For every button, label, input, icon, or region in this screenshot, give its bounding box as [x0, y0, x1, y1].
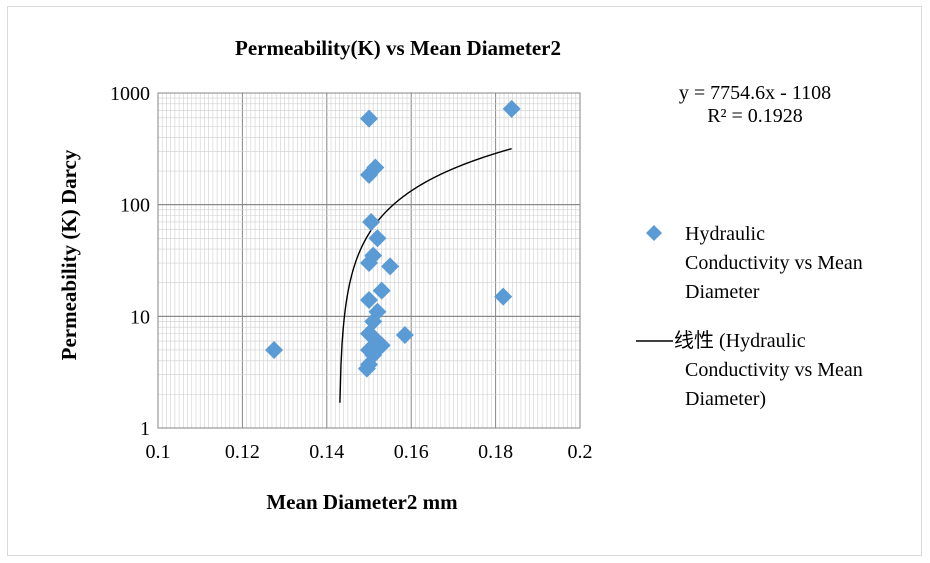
plot-area: [157, 92, 581, 429]
y-tick-label: 1000: [110, 83, 150, 105]
x-tick-label: 0.14: [309, 441, 344, 463]
data-point-diamond: [494, 287, 513, 306]
y-tick-label: 10: [130, 306, 150, 328]
data-point-diamond: [362, 212, 381, 231]
chart-frame: Permeability(K) vs Mean Diameter2 1 10 100…: [7, 6, 922, 556]
x-axis-ticks: 0.1 0.12 0.14 0.16 0.18 0.2: [146, 441, 593, 463]
x-tick-label: 0.12: [225, 441, 260, 463]
data-point-diamond: [368, 229, 387, 248]
y-tick-label: 1: [140, 418, 150, 440]
data-point-diamond: [395, 326, 414, 345]
x-tick-label: 0.1: [146, 441, 171, 463]
y-axis-label: Permeability (K) Darcy: [57, 149, 81, 360]
data-points: [265, 99, 521, 378]
trendline: [339, 147, 512, 403]
data-point-diamond: [265, 340, 284, 359]
x-tick-label: 0.2: [568, 441, 593, 463]
data-point-diamond: [360, 291, 378, 310]
x-tick-label: 0.18: [478, 441, 513, 463]
data-point-diamond: [372, 281, 391, 300]
y-axis-ticks: 1 10 100 1000: [110, 83, 150, 440]
legend-label-series-1: Hydraulic Conductivity vs Mean Diameter: [685, 223, 868, 303]
data-point-diamond: [357, 359, 376, 378]
x-tick-label: 0.16: [394, 441, 429, 463]
trendline-equation: y = 7754.6x - 1108: [679, 82, 831, 104]
trendline-r-squared: R² = 0.1928: [707, 105, 803, 127]
x-axis-label: Mean Diameter2 mm: [266, 490, 458, 514]
chart-title: Permeability(K) vs Mean Diameter2: [235, 36, 561, 60]
data-point-diamond: [360, 109, 378, 128]
data-point-diamond: [360, 165, 378, 184]
y-tick-label: 100: [120, 195, 150, 217]
legend-label-series-2: 线性 (Hydraulic Conductivity vs Mean Diame…: [674, 329, 868, 410]
data-point-diamond: [502, 99, 521, 118]
data-point-diamond: [381, 257, 400, 276]
legend-marker-diamond: [646, 225, 662, 241]
scatter-chart: Permeability(K) vs Mean Diameter2 1 10 100…: [57, 36, 868, 514]
legend: Hydraulic Conductivity vs Mean Diameter …: [636, 223, 868, 410]
